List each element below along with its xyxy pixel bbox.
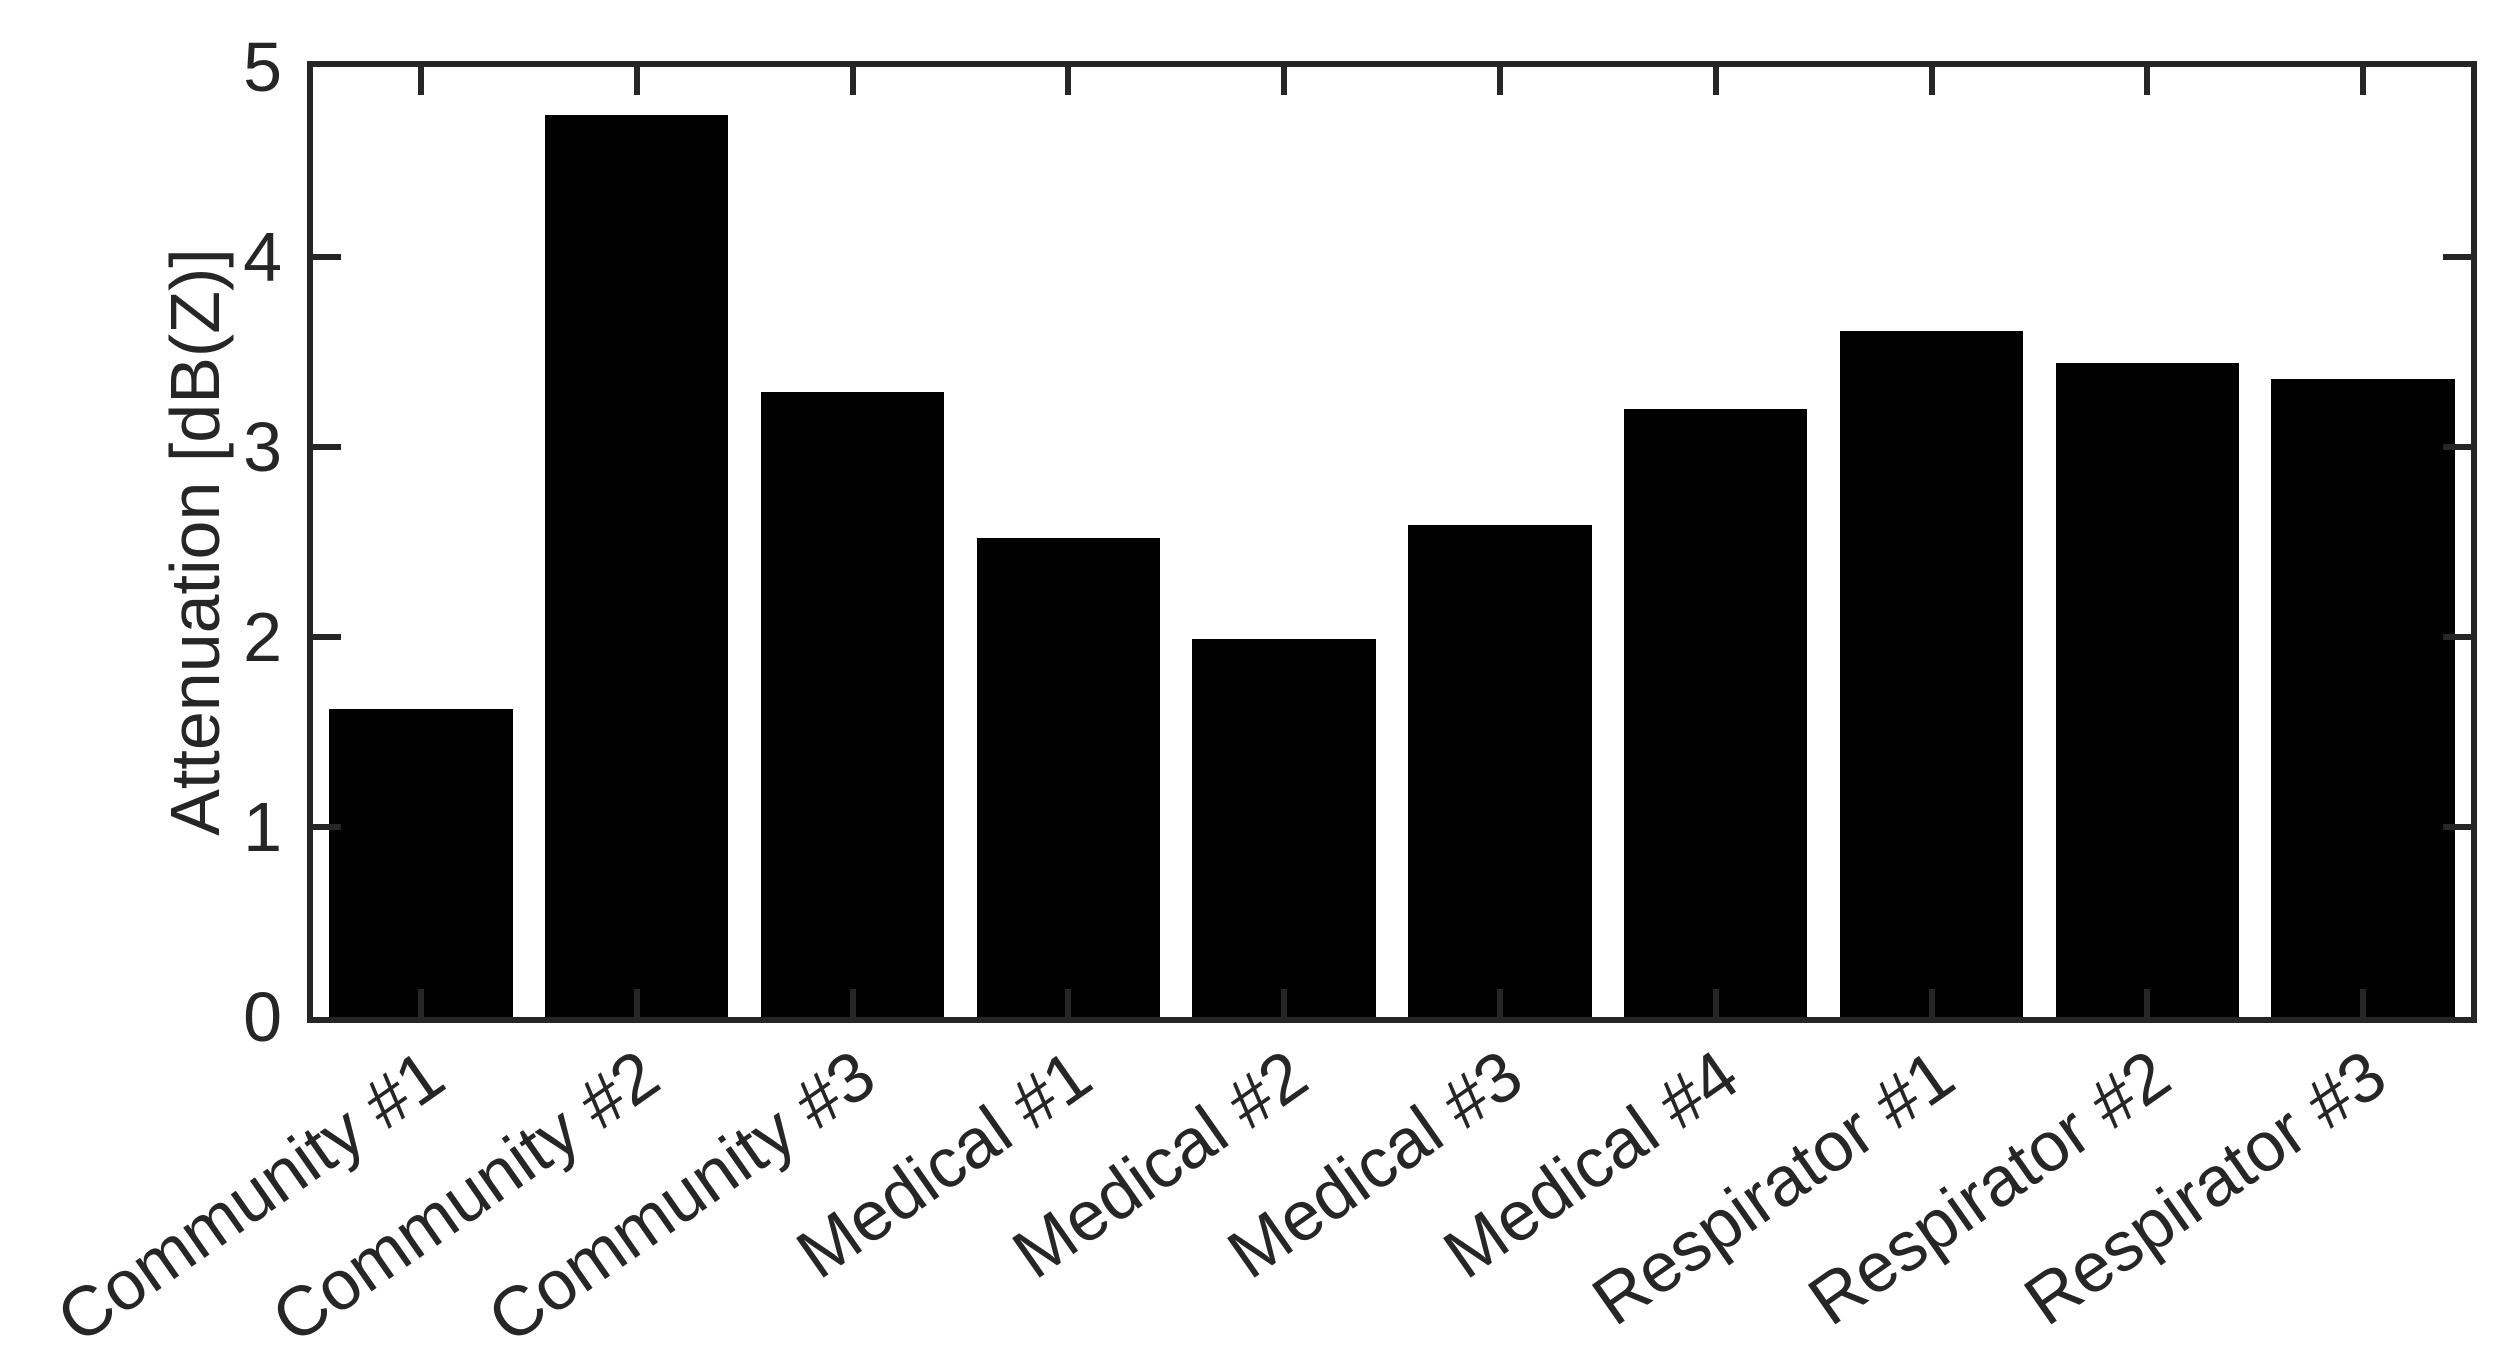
x-tick-mark-top (849, 67, 856, 95)
x-tick-mark-top (2360, 67, 2367, 95)
y-tick-label: 4 (243, 218, 282, 296)
x-tick-label: Community #1 (42, 1035, 458, 1358)
bars-layer (313, 67, 2471, 1017)
x-tick-mark-top (1065, 67, 1072, 95)
y-tick-label: 0 (243, 978, 282, 1056)
x-tick-mark (1065, 989, 1072, 1017)
bar (976, 538, 1160, 1017)
bar (1408, 524, 1592, 1017)
bar (760, 391, 945, 1017)
bar (1839, 331, 2024, 1017)
bar (329, 709, 513, 1017)
x-tick-mark-top (1928, 67, 1935, 95)
x-tick-label: Community #3 (474, 1035, 889, 1358)
x-tick-mark (1712, 989, 1719, 1017)
bar (544, 114, 729, 1017)
bar (2055, 363, 2239, 1017)
y-tick-mark-right (2443, 634, 2471, 640)
x-tick-mark (1496, 989, 1503, 1017)
plot-area (307, 61, 2477, 1023)
x-tick-mark (417, 989, 424, 1017)
y-tick-mark-right (2443, 824, 2471, 830)
y-tick-label: 2 (243, 598, 282, 676)
y-tick-mark-right (2443, 254, 2471, 260)
y-tick-label: 5 (243, 28, 282, 106)
y-axis-label: Attenuation [dB(Z)] (156, 248, 234, 836)
x-tick-mark-top (417, 67, 424, 95)
bar (1192, 638, 1376, 1017)
y-tick-mark-right (2443, 444, 2471, 450)
ticks-layer (313, 67, 2471, 1017)
x-tick-mark-top (1712, 67, 1719, 95)
y-tick-mark (313, 634, 341, 640)
bar (2271, 378, 2455, 1017)
y-tick-mark (313, 444, 341, 450)
x-tick-mark (633, 989, 640, 1017)
x-tick-mark-top (633, 67, 640, 95)
x-tick-mark-top (2144, 67, 2151, 95)
x-tick-mark (1281, 989, 1288, 1017)
x-tick-mark (849, 989, 856, 1017)
y-tick-mark (313, 824, 341, 830)
y-tick-label: 3 (243, 408, 282, 486)
x-tick-mark (2360, 989, 2367, 1017)
y-tick-label: 1 (243, 788, 282, 866)
x-tick-label: Community #2 (258, 1035, 674, 1358)
x-tick-mark-top (1281, 67, 1288, 95)
x-tick-mark (1928, 989, 1935, 1017)
y-tick-mark (313, 254, 341, 260)
bar (1623, 409, 1808, 1017)
x-tick-mark-top (1496, 67, 1503, 95)
x-tick-mark (2144, 989, 2151, 1017)
